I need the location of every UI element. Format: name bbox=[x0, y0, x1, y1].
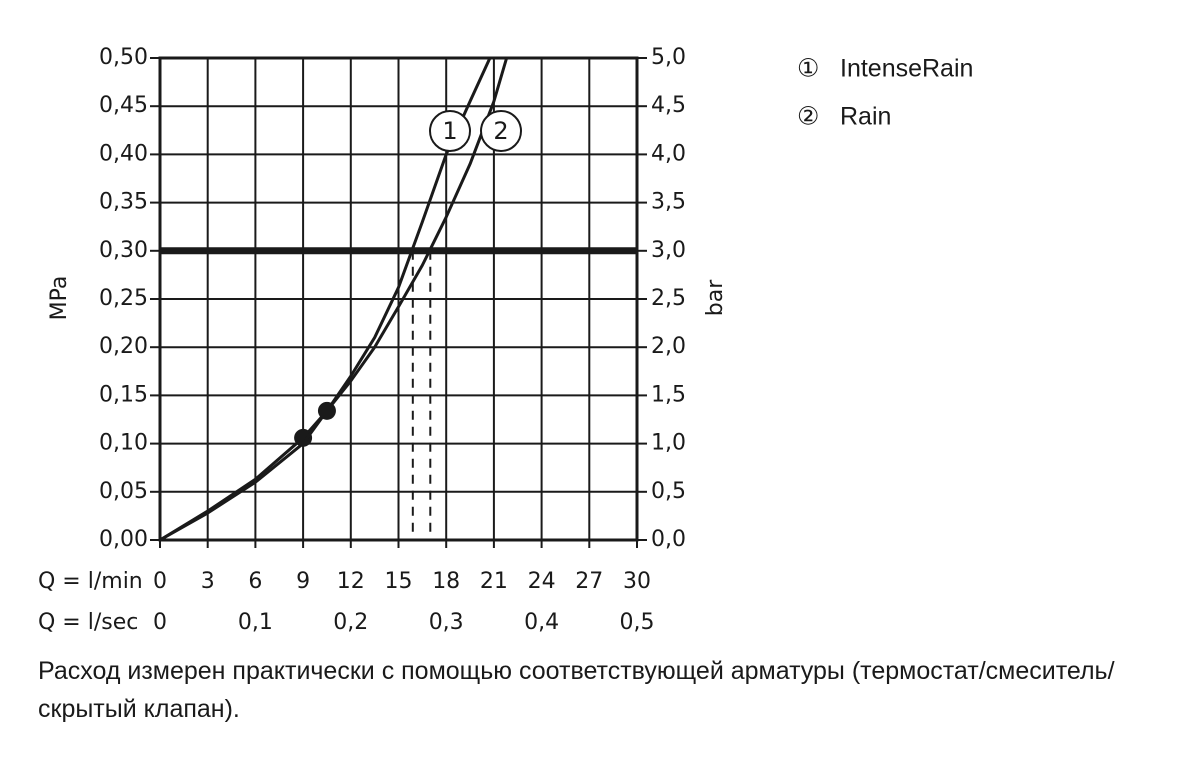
y2-tick-label: 2,5 bbox=[651, 286, 686, 311]
operating-point bbox=[294, 428, 313, 447]
y-tick-label: 0,10 bbox=[99, 431, 148, 456]
x-tick-label: 18 bbox=[432, 569, 460, 594]
curve-label-circle bbox=[480, 110, 522, 152]
y2-tick-label: 2,0 bbox=[651, 334, 686, 359]
chart: MPa bar Q = l/min Q = l/sec 0 3 6 9 12 15 18 21… bbox=[38, 45, 973, 635]
x-tick-label: 9 bbox=[296, 569, 310, 594]
x-tick-label: 3 bbox=[201, 569, 215, 594]
y-tick-label: 0,25 bbox=[99, 286, 148, 311]
y-tick-label: 0,20 bbox=[99, 334, 148, 359]
y-tick-label: 0,05 bbox=[99, 479, 148, 504]
y-axis-label: MPa bbox=[47, 276, 72, 321]
plot-frame bbox=[158, 56, 639, 542]
x2-tick-label: 0,3 bbox=[429, 610, 464, 635]
y2-tick-label: 4,0 bbox=[651, 141, 686, 166]
y2-tick-label: 3,5 bbox=[651, 190, 686, 215]
x2-tick-label: 0 bbox=[153, 610, 167, 635]
legend-symbol: ② bbox=[797, 103, 819, 131]
y2-tick-label: 3,0 bbox=[651, 238, 686, 263]
legend-symbol: ① bbox=[797, 55, 819, 83]
x-tick-label: 15 bbox=[385, 569, 413, 594]
y-tick-label: 0,45 bbox=[99, 93, 148, 118]
y-tick-label: 0,50 bbox=[99, 45, 148, 70]
y-tick-label: 0,40 bbox=[99, 141, 148, 166]
x-axis-label: Q = l/min bbox=[38, 569, 143, 594]
x2-tick-label: 0,1 bbox=[238, 610, 273, 635]
footnote: Расход измерен практически с помощью соо… bbox=[38, 657, 1115, 723]
y-tick-label: 0,30 bbox=[99, 238, 148, 263]
operating-point bbox=[317, 401, 336, 420]
legend-label: IntenseRain bbox=[840, 55, 973, 83]
x2-tick-label: 0,2 bbox=[333, 610, 368, 635]
y2-tick-label: 0,5 bbox=[651, 479, 686, 504]
x-tick-label: 21 bbox=[480, 569, 508, 594]
curve-label: 2 bbox=[493, 117, 508, 145]
curve bbox=[159, 57, 509, 542]
y2-tick-label: 1,0 bbox=[651, 431, 686, 456]
y2-axis-label: bar bbox=[703, 279, 728, 316]
y-tick-label: 0,15 bbox=[99, 382, 148, 407]
x-tick-label: 30 bbox=[623, 569, 651, 594]
x2-tick-label: 0,5 bbox=[620, 610, 655, 635]
curve-label: 1 bbox=[442, 117, 457, 145]
legend-label: Rain bbox=[840, 103, 891, 131]
x2-tick-label: 0,4 bbox=[524, 610, 559, 635]
x-tick-label: 27 bbox=[575, 569, 603, 594]
y-tick-label: 0,00 bbox=[99, 527, 148, 552]
y-tick-label: 0,35 bbox=[99, 190, 148, 215]
curve-label-circle bbox=[429, 110, 471, 152]
x-tick-label: 0 bbox=[153, 569, 167, 594]
x-tick-label: 24 bbox=[528, 569, 556, 594]
y2-tick-label: 1,5 bbox=[651, 382, 686, 407]
x-tick-label: 12 bbox=[337, 569, 365, 594]
x2-axis-label: Q = l/sec bbox=[38, 610, 138, 635]
y2-tick-label: 5,0 bbox=[651, 45, 686, 70]
y2-tick-label: 0,0 bbox=[651, 527, 686, 552]
y2-tick-label: 4,5 bbox=[651, 93, 686, 118]
x-tick-label: 6 bbox=[248, 569, 262, 594]
